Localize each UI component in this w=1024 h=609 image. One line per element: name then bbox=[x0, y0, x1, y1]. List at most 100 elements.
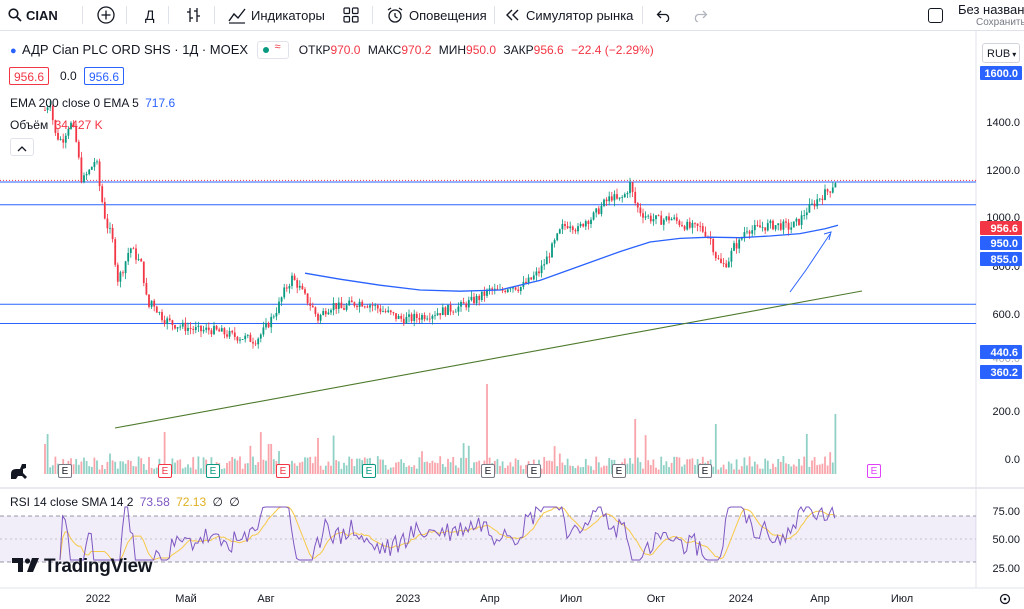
volume-bar bbox=[428, 463, 431, 474]
volume-legend[interactable]: Объём 34.427 K bbox=[10, 118, 103, 132]
interval-button[interactable]: Д bbox=[145, 7, 155, 23]
candle-body bbox=[296, 280, 299, 288]
candle-body bbox=[722, 263, 725, 264]
candle-body bbox=[244, 335, 247, 340]
volume-bar bbox=[413, 465, 416, 474]
earnings-tag[interactable]: E bbox=[206, 464, 220, 478]
collapse-legend-button[interactable] bbox=[10, 138, 34, 156]
price-badge bbox=[980, 345, 1022, 359]
candle-body bbox=[600, 205, 603, 214]
bar-chart-icon bbox=[185, 6, 203, 24]
candle-body bbox=[813, 203, 816, 207]
candle-body bbox=[215, 325, 218, 330]
ema-legend[interactable]: EMA 200 close 0 EMA 5 717.6 bbox=[10, 96, 175, 110]
candle-body bbox=[405, 316, 408, 324]
rsi-legend[interactable]: RSI 14 close SMA 14 2 73.58 72.13 ∅ ∅ bbox=[10, 495, 240, 509]
earnings-tag[interactable]: E bbox=[612, 464, 626, 478]
candle-body bbox=[699, 225, 702, 227]
candle-body bbox=[314, 307, 317, 314]
volume-bar bbox=[603, 465, 605, 474]
gear-icon-center bbox=[1003, 597, 1007, 601]
templates-button[interactable] bbox=[342, 0, 360, 30]
undo-button[interactable] bbox=[656, 0, 672, 30]
volume-bar bbox=[504, 467, 507, 474]
volume-bar bbox=[176, 460, 179, 474]
volume-bar bbox=[93, 457, 96, 474]
candle-body bbox=[704, 231, 707, 237]
earnings-tag[interactable]: E bbox=[58, 464, 72, 478]
time-axis-label: 2023 bbox=[396, 593, 420, 605]
volume-bar bbox=[501, 461, 504, 474]
indicators-button[interactable]: Индикаторы bbox=[228, 0, 325, 30]
volume-bar bbox=[54, 456, 57, 474]
volume-bar bbox=[436, 463, 439, 474]
tradingview-logo[interactable]: TradingView bbox=[12, 556, 153, 578]
candle-body bbox=[795, 218, 798, 222]
volume-bar bbox=[590, 466, 592, 474]
layout-checkbox[interactable] bbox=[928, 0, 943, 30]
candle-body bbox=[145, 282, 148, 295]
save-link[interactable]: Сохранить bbox=[976, 17, 1024, 28]
volume-bar bbox=[460, 457, 462, 474]
volume-bar bbox=[499, 465, 501, 474]
volume-bar bbox=[696, 459, 699, 474]
layout-name-block[interactable]: Без назван Сохранить bbox=[958, 3, 1024, 29]
candle-body bbox=[590, 219, 592, 225]
bid-price-box[interactable]: 956.6 bbox=[9, 67, 50, 85]
gear-icon[interactable] bbox=[999, 593, 1011, 605]
candle-body bbox=[595, 208, 598, 213]
volume-bar bbox=[647, 460, 650, 474]
brand-name: TradingView bbox=[44, 556, 153, 577]
candle-body bbox=[293, 275, 296, 281]
volume-bar bbox=[335, 460, 338, 474]
candle-body bbox=[501, 289, 504, 291]
candle-body bbox=[678, 220, 681, 226]
volume-bar bbox=[88, 466, 91, 474]
candle-body bbox=[363, 306, 366, 308]
legend-title[interactable]: АДР Cian PLC ORD SHS · 1Д · MOEX bbox=[22, 42, 249, 58]
earnings-tag[interactable]: E bbox=[362, 464, 376, 478]
volume-bar bbox=[556, 466, 559, 474]
candle-body bbox=[623, 194, 626, 198]
volume-bar bbox=[467, 445, 470, 474]
candle-body bbox=[166, 318, 169, 324]
volume-bar bbox=[746, 465, 748, 474]
candle-body bbox=[335, 303, 338, 309]
alerts-button[interactable]: Оповещения bbox=[386, 0, 487, 30]
redo-button[interactable] bbox=[692, 0, 708, 30]
earnings-tag[interactable]: E bbox=[867, 464, 881, 478]
volume-bar bbox=[327, 461, 330, 474]
rsi-axis-tick: 50.00 bbox=[992, 534, 1020, 546]
earnings-tag[interactable]: E bbox=[276, 464, 290, 478]
chart-canvas[interactable]: 1400.01200.01000.0800.0600.0200.00.0400.… bbox=[0, 30, 1024, 609]
symbol-search[interactable]: CIAN bbox=[8, 0, 58, 30]
candle-body bbox=[551, 243, 553, 258]
candle-body bbox=[369, 305, 371, 308]
volume-bar bbox=[569, 465, 572, 474]
volume-bar bbox=[561, 462, 564, 474]
chart-type-button[interactable] bbox=[185, 0, 203, 30]
replay-button[interactable]: Симулятор рынка bbox=[505, 0, 633, 30]
volume-bar bbox=[597, 462, 600, 474]
candle-body bbox=[127, 252, 130, 262]
volume-bar bbox=[324, 465, 327, 474]
earnings-tag[interactable]: E bbox=[527, 464, 541, 478]
volume-bar bbox=[194, 469, 197, 474]
price-badge bbox=[980, 66, 1022, 80]
volume-bar bbox=[244, 463, 247, 474]
earnings-tag[interactable]: E bbox=[698, 464, 712, 478]
volume-bar bbox=[636, 457, 639, 474]
candle-body bbox=[423, 315, 426, 320]
earnings-tag[interactable]: E bbox=[481, 464, 495, 478]
volume-bar bbox=[150, 467, 153, 474]
earnings-tag[interactable]: E bbox=[158, 464, 172, 478]
top-toolbar: CIAN Д Индикаторы Оповещения Симулятор р… bbox=[0, 0, 1024, 31]
dinosaur-icon[interactable] bbox=[8, 460, 30, 487]
candle-body bbox=[774, 225, 777, 230]
compare-button[interactable] bbox=[96, 0, 116, 30]
candle-body bbox=[142, 261, 145, 283]
volume-bar bbox=[80, 461, 83, 474]
ask-price-box[interactable]: 956.6 bbox=[84, 67, 125, 85]
volume-bar bbox=[818, 464, 821, 474]
currency-selector[interactable]: RUB ▾ bbox=[982, 43, 1020, 63]
